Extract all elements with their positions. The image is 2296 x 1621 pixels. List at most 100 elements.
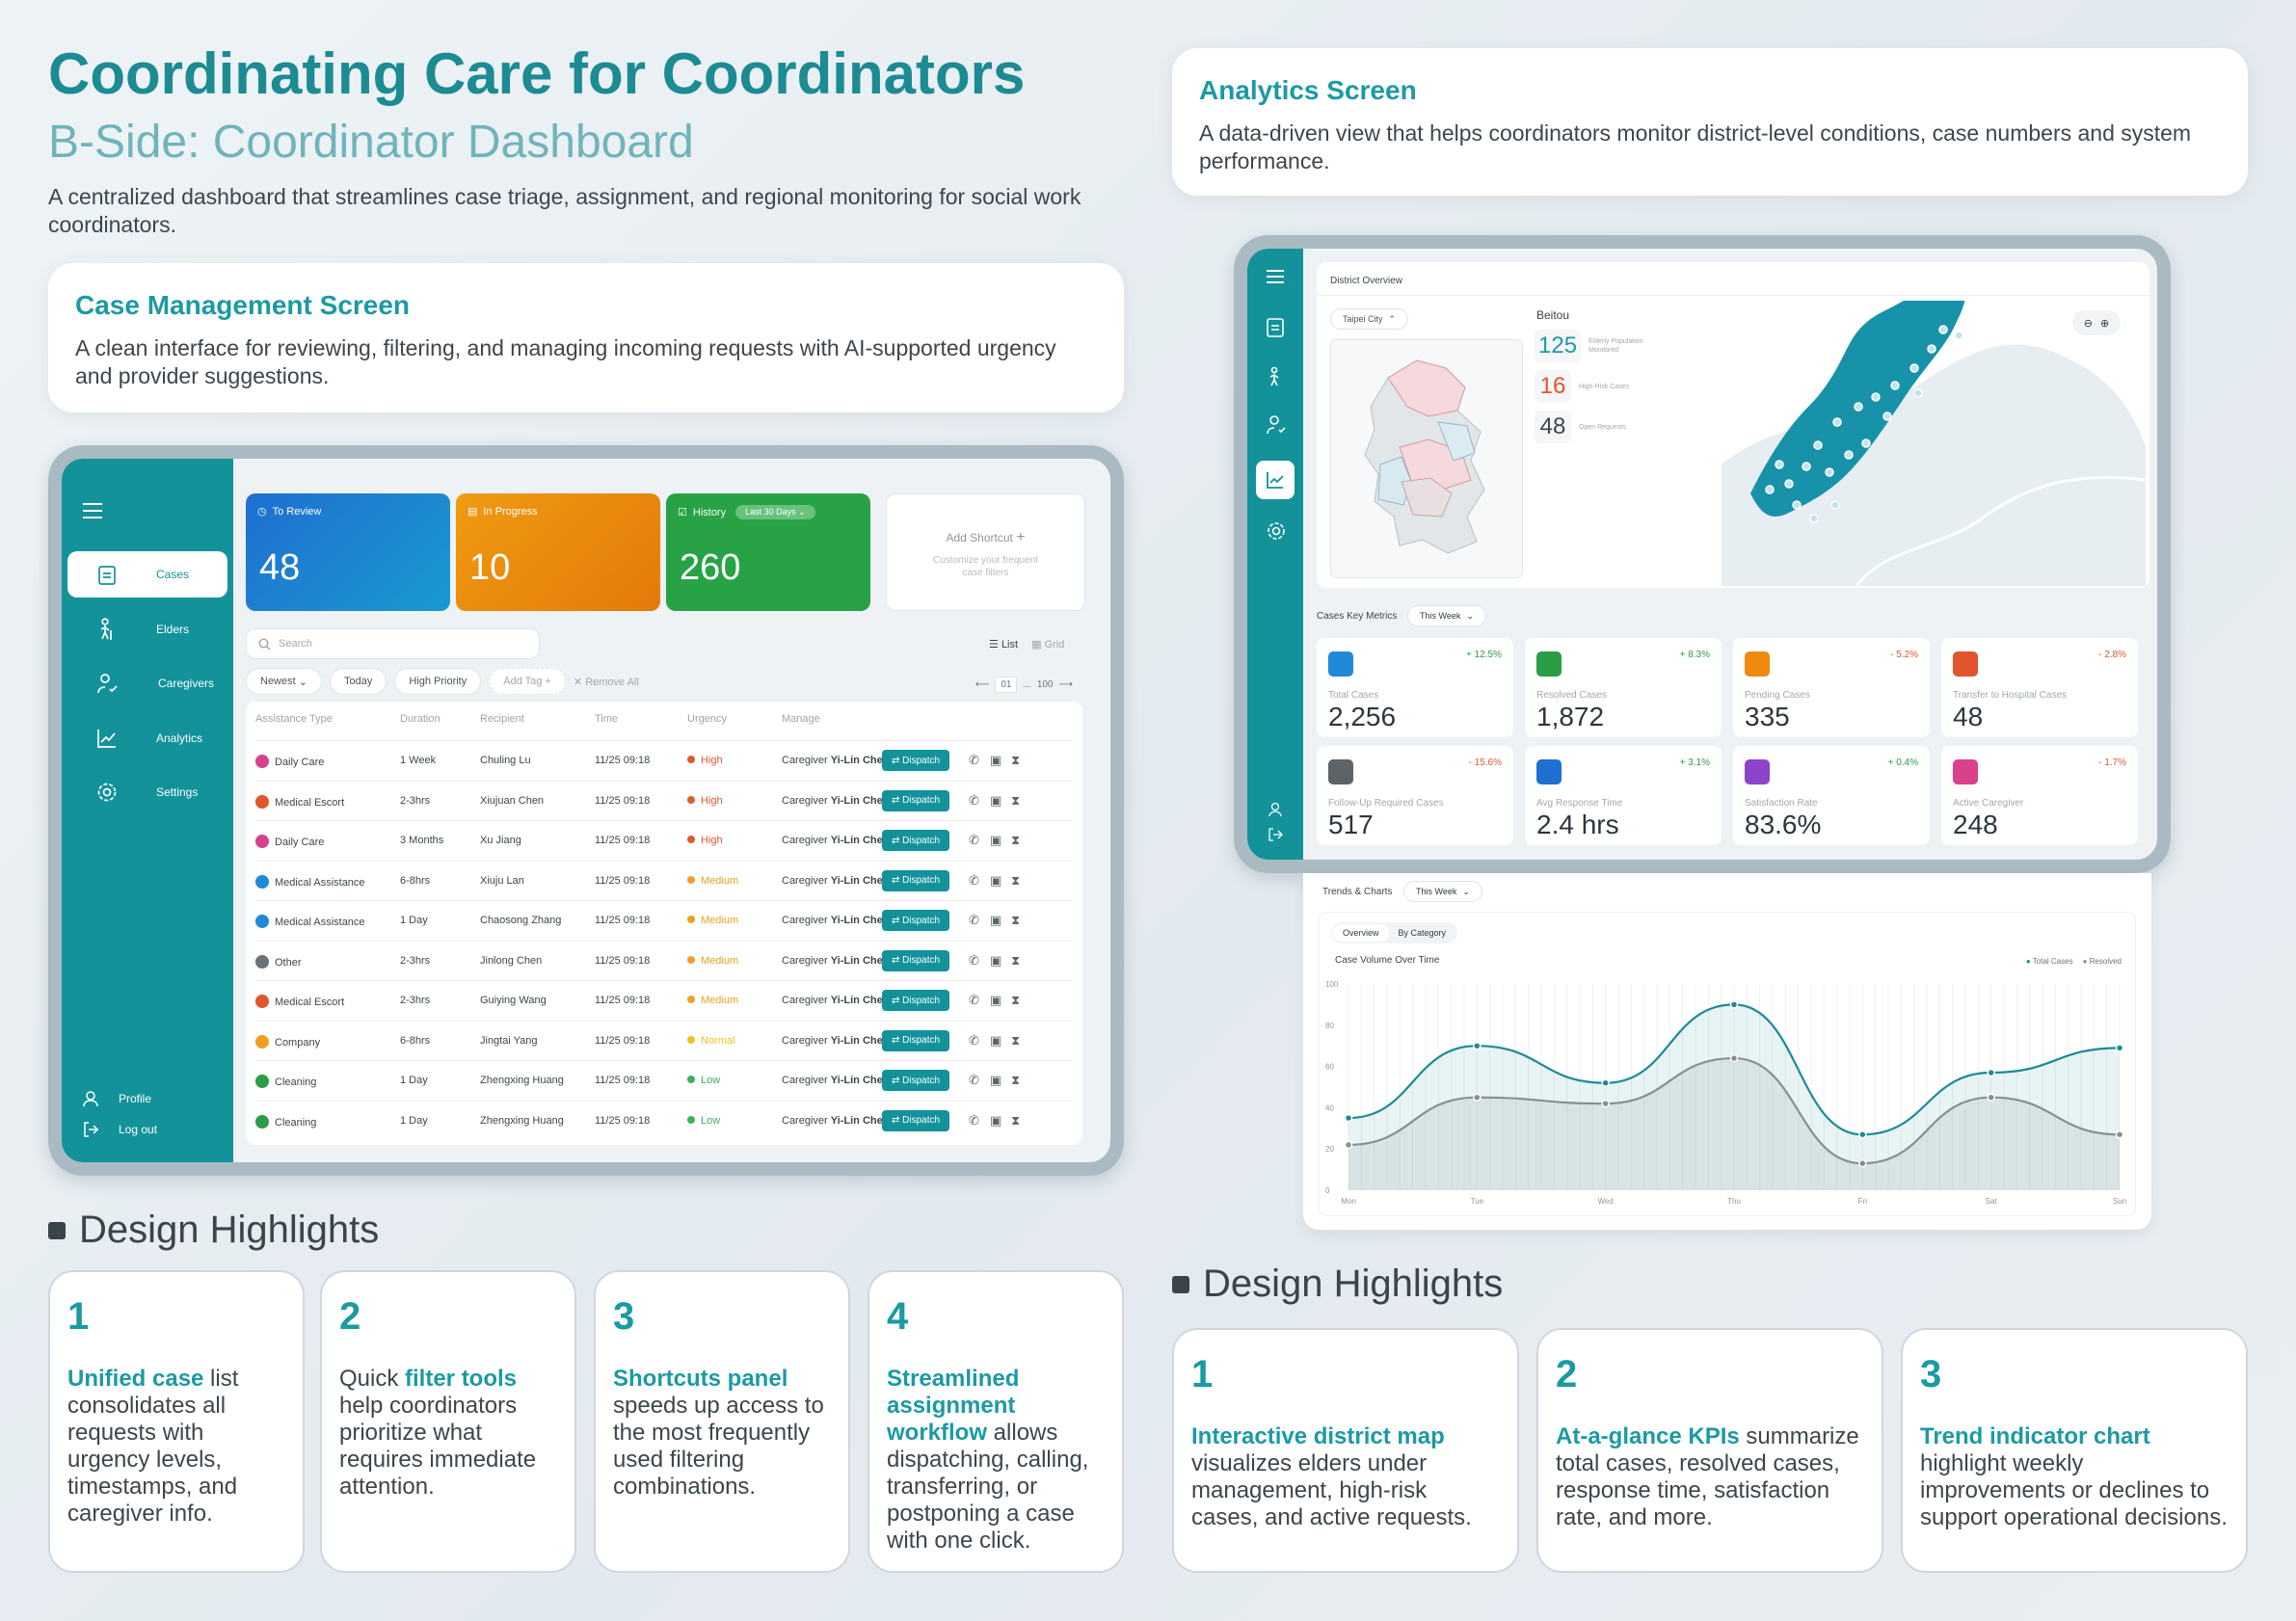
- add-shortcut-card[interactable]: Add Shortcut + Customize your frequent c…: [886, 493, 1085, 611]
- phone-icon[interactable]: ✆: [969, 753, 979, 767]
- postpone-icon[interactable]: ⧗: [1011, 1073, 1021, 1087]
- table-row[interactable]: Daily Care 3 Months Xu Jiang 11/25 09:18 Hig…: [255, 820, 1073, 861]
- page-current[interactable]: 01: [995, 677, 1018, 693]
- data-point[interactable]: [2115, 1044, 2124, 1052]
- nav-cases[interactable]: Cases: [67, 551, 227, 598]
- data-point[interactable]: [1601, 1099, 1610, 1108]
- caregiver-name[interactable]: Yi-Lin Chen: [830, 1075, 890, 1086]
- caregiver-name[interactable]: Yi-Lin Chen: [830, 995, 890, 1006]
- caregiver-name[interactable]: Yi-Lin Chen: [830, 835, 890, 846]
- transfer-icon[interactable]: ▣: [990, 833, 1002, 847]
- data-point[interactable]: [1729, 1000, 1739, 1009]
- remove-all-button[interactable]: ✕ Remove All: [574, 676, 639, 688]
- data-point[interactable]: [1858, 1158, 1867, 1168]
- menu-icon[interactable]: [83, 503, 102, 518]
- view-grid-toggle[interactable]: ▦ Grid: [1031, 638, 1064, 651]
- dispatch-button[interactable]: ⇄ Dispatch: [882, 789, 949, 811]
- table-row[interactable]: Other 2-3hrs Jinlong Chen 11/25 09:18 Medium…: [255, 940, 1073, 981]
- kpi-card[interactable]: - 15.6% Follow-Up Required Cases 517: [1317, 746, 1513, 845]
- add-tag-button[interactable]: Add Tag +: [489, 668, 566, 695]
- tab-by-category[interactable]: By Category: [1398, 928, 1447, 938]
- table-row[interactable]: Medical Escort 2-3hrs Xiujuan Chen 11/25 09…: [255, 780, 1073, 821]
- view-list-toggle[interactable]: ☰ List: [989, 638, 1018, 651]
- phone-icon[interactable]: ✆: [969, 833, 979, 847]
- col-recipient[interactable]: Recipient: [480, 713, 524, 725]
- beitou-map[interactable]: [1722, 301, 2146, 586]
- table-row[interactable]: Medical Escort 2-3hrs Guiying Wang 11/25 09…: [255, 980, 1073, 1021]
- dispatch-button[interactable]: ⇄ Dispatch: [882, 949, 949, 971]
- phone-icon[interactable]: ✆: [969, 1032, 979, 1048]
- kpi-card[interactable]: + 0.4% Satisfaction Rate 83.6%: [1733, 746, 1930, 845]
- postpone-icon[interactable]: ⧗: [1011, 792, 1021, 808]
- dispatch-button[interactable]: ⇄ Dispatch: [882, 1109, 949, 1131]
- transfer-icon[interactable]: ▣: [990, 1032, 1002, 1048]
- nav-elders[interactable]: Elders: [67, 606, 227, 652]
- kpi-card[interactable]: + 8.3% Resolved Cases 1,872: [1525, 638, 1722, 737]
- data-point[interactable]: [1987, 1093, 1995, 1102]
- stat-card-in-progress[interactable]: ▤ In Progress 10: [456, 493, 660, 611]
- zoom-out-icon[interactable]: ⊖: [2083, 317, 2093, 330]
- logout-icon[interactable]: [1268, 827, 1283, 842]
- phone-icon[interactable]: ✆: [969, 1112, 979, 1128]
- data-point[interactable]: [1344, 1140, 1353, 1150]
- tab-overview[interactable]: Overview: [1333, 924, 1389, 942]
- transfer-icon[interactable]: ▣: [990, 952, 1002, 968]
- taipei-district-map[interactable]: [1330, 339, 1523, 578]
- nav-profile[interactable]: Profile: [67, 1076, 227, 1122]
- postpone-icon[interactable]: ⧗: [1011, 952, 1021, 968]
- kpi-card[interactable]: - 1.7% Active Caregiver 248: [1941, 746, 2138, 845]
- postpone-icon[interactable]: ⧗: [1011, 1112, 1021, 1128]
- data-point[interactable]: [1729, 1053, 1739, 1063]
- col-time[interactable]: Time: [595, 713, 619, 725]
- data-point[interactable]: [1601, 1078, 1610, 1087]
- trends-period-select[interactable]: This Week ⌄: [1403, 881, 1482, 902]
- dispatch-button[interactable]: ⇄ Dispatch: [882, 750, 949, 771]
- postpone-icon[interactable]: ⧗: [1011, 913, 1021, 927]
- col-urgency[interactable]: Urgency: [687, 713, 727, 725]
- transfer-icon[interactable]: ▣: [990, 913, 1002, 927]
- caregiver-name[interactable]: Yi-Lin Chen: [830, 874, 890, 887]
- caregiver-name[interactable]: Yi-Lin Chen: [830, 915, 890, 926]
- postpone-icon[interactable]: ⧗: [1011, 753, 1021, 767]
- kpi-card[interactable]: + 12.5% Total Cases 2,256: [1317, 638, 1513, 737]
- nav-logout[interactable]: Log out: [67, 1106, 227, 1153]
- filter-high-priority[interactable]: High Priority: [394, 668, 482, 695]
- postpone-icon[interactable]: ⧗: [1011, 993, 1021, 1007]
- phone-icon[interactable]: ✆: [969, 952, 979, 968]
- nav-settings[interactable]: Settings: [67, 769, 227, 815]
- table-row[interactable]: Daily Care 1 Week Chuling Lu 11/25 09:18 Hig…: [255, 740, 1073, 781]
- prev-arrow-icon[interactable]: ⟵: [975, 679, 990, 690]
- phone-icon[interactable]: ✆: [969, 872, 979, 888]
- dispatch-button[interactable]: ⇄ Dispatch: [882, 869, 949, 891]
- data-point[interactable]: [1344, 1113, 1353, 1123]
- caregiver-name[interactable]: Yi-Lin Chen: [830, 1034, 890, 1047]
- caregiver-name[interactable]: Yi-Lin Chen: [830, 1114, 890, 1127]
- kpi-card[interactable]: - 5.2% Pending Cases 335: [1733, 638, 1930, 737]
- next-arrow-icon[interactable]: ⟶: [1058, 679, 1073, 690]
- phone-icon[interactable]: ✆: [969, 913, 979, 927]
- kpi-card[interactable]: - 2.8% Transfer to Hospital Cases 48: [1941, 638, 2138, 737]
- page-last[interactable]: 100: [1036, 679, 1054, 690]
- transfer-icon[interactable]: ▣: [990, 872, 1002, 888]
- data-point[interactable]: [1858, 1129, 1867, 1139]
- phone-icon[interactable]: ✆: [969, 792, 979, 808]
- filter-newest[interactable]: Newest ⌄: [246, 668, 322, 695]
- period-badge[interactable]: Last 30 Days ⌄: [735, 505, 815, 519]
- search-input[interactable]: Search: [246, 628, 540, 659]
- kpi-card[interactable]: + 3.1% Avg Response Time 2.4 hrs: [1525, 746, 1722, 845]
- table-row[interactable]: Medical Assistance 1 Day Chaosong Zhang 11/…: [255, 900, 1073, 941]
- postpone-icon[interactable]: ⧗: [1011, 1032, 1021, 1048]
- metrics-period-select[interactable]: This Week ⌄: [1407, 605, 1486, 626]
- stat-card-history[interactable]: ☑ History Last 30 Days ⌄ 260: [666, 493, 870, 611]
- postpone-icon[interactable]: ⧗: [1011, 872, 1021, 888]
- transfer-icon[interactable]: ▣: [990, 1112, 1002, 1128]
- filter-today[interactable]: Today: [329, 668, 387, 695]
- nav-caregivers[interactable]: Caregivers: [67, 660, 227, 706]
- data-point[interactable]: [2115, 1129, 2124, 1139]
- nav-analytics[interactable]: Analytics: [67, 715, 227, 761]
- dispatch-button[interactable]: ⇄ Dispatch: [882, 1070, 949, 1091]
- dispatch-button[interactable]: ⇄ Dispatch: [882, 830, 949, 851]
- phone-icon[interactable]: ✆: [969, 993, 979, 1007]
- clipboard-icon[interactable]: [1266, 316, 1285, 337]
- menu-icon[interactable]: [1267, 270, 1284, 283]
